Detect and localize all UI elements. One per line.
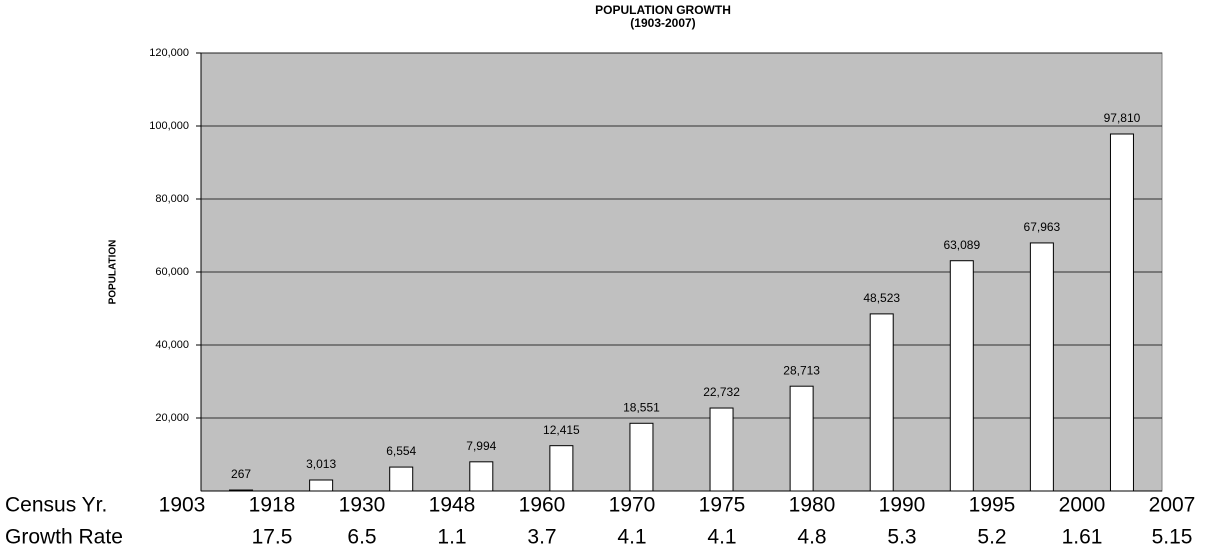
bar	[229, 489, 254, 492]
growth-rate: 5.15	[1152, 526, 1193, 549]
bar	[549, 445, 574, 492]
census-year: 1903	[159, 494, 206, 517]
data-label: 97,810	[1104, 111, 1141, 125]
census-year: 1995	[969, 494, 1016, 517]
data-label: 6,554	[386, 444, 416, 458]
census-year: 1918	[249, 494, 296, 517]
bar	[1029, 242, 1054, 492]
census-year: 2007	[1149, 494, 1196, 517]
census-year: 1930	[339, 494, 386, 517]
growth-rate: 4.1	[617, 526, 646, 549]
data-label: 18,551	[623, 400, 660, 414]
y-tick-label: 40,000	[155, 339, 189, 351]
bar	[469, 461, 494, 492]
data-label: 22,732	[703, 385, 740, 399]
growth-rate: 6.5	[347, 526, 376, 549]
data-label: 267	[231, 467, 251, 481]
bar	[1109, 133, 1134, 492]
census-year: 2000	[1059, 494, 1106, 517]
data-label: 3,013	[306, 457, 336, 471]
y-tick-label: 120,000	[149, 47, 189, 59]
census-year: 1948	[429, 494, 476, 517]
growth-rate: 4.1	[707, 526, 736, 549]
y-tick-label: 20,000	[155, 412, 189, 424]
data-label: 12,415	[543, 423, 580, 437]
data-label: 67,963	[1024, 220, 1061, 234]
census-row-label: Census Yr.	[5, 494, 107, 517]
data-label: 48,523	[863, 291, 900, 305]
y-tick-label: 80,000	[155, 193, 189, 205]
chart-subtitle: (1903-2007)	[630, 16, 695, 30]
census-year: 1970	[609, 494, 656, 517]
growth-rate: 5.2	[977, 526, 1006, 549]
census-year: 1980	[789, 494, 836, 517]
bar	[949, 260, 974, 492]
bar	[629, 422, 654, 492]
growth-rate: 17.5	[252, 526, 293, 549]
bar	[709, 407, 734, 492]
census-year: 1990	[879, 494, 926, 517]
y-tick-label: 100,000	[149, 120, 189, 132]
growth-row-label: Growth Rate	[5, 526, 123, 549]
census-year: 1975	[699, 494, 746, 517]
bar	[869, 313, 894, 492]
data-label: 63,089	[943, 238, 980, 252]
bar	[309, 479, 334, 492]
chart-title: POPULATION GROWTH	[595, 3, 731, 17]
data-label: 7,994	[466, 439, 496, 453]
growth-rate: 5.3	[887, 526, 916, 549]
y-axis-label: POPULATION	[108, 240, 119, 305]
data-label: 28,713	[783, 363, 820, 377]
growth-rate: 1.61	[1062, 526, 1103, 549]
bar	[789, 385, 814, 492]
census-year: 1960	[519, 494, 566, 517]
growth-rate: 1.1	[437, 526, 466, 549]
bar	[389, 466, 414, 492]
y-tick-label: 60,000	[155, 266, 189, 278]
growth-rate: 3.7	[527, 526, 556, 549]
growth-rate: 4.8	[797, 526, 826, 549]
